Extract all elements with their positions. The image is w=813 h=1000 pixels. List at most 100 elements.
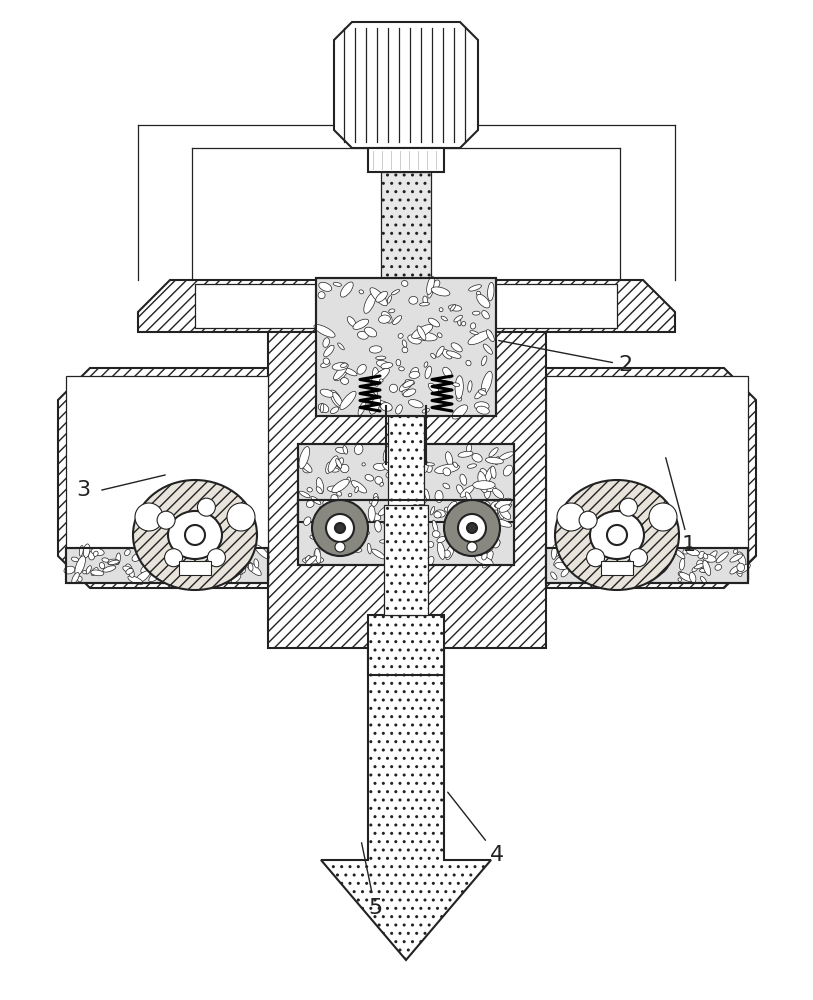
Ellipse shape bbox=[467, 444, 472, 453]
Ellipse shape bbox=[456, 396, 462, 401]
Ellipse shape bbox=[348, 493, 352, 497]
Ellipse shape bbox=[226, 569, 233, 576]
Ellipse shape bbox=[342, 502, 353, 514]
Ellipse shape bbox=[246, 562, 261, 576]
Ellipse shape bbox=[455, 376, 463, 399]
Ellipse shape bbox=[489, 448, 498, 457]
Ellipse shape bbox=[733, 549, 737, 554]
Ellipse shape bbox=[476, 294, 490, 308]
Ellipse shape bbox=[343, 368, 357, 376]
Ellipse shape bbox=[472, 311, 480, 315]
Ellipse shape bbox=[482, 311, 489, 319]
Ellipse shape bbox=[320, 389, 334, 397]
Ellipse shape bbox=[479, 390, 486, 395]
Ellipse shape bbox=[303, 517, 311, 525]
Ellipse shape bbox=[680, 559, 685, 570]
Ellipse shape bbox=[627, 557, 635, 565]
Ellipse shape bbox=[499, 452, 514, 460]
Ellipse shape bbox=[407, 506, 412, 511]
Ellipse shape bbox=[341, 464, 349, 473]
Text: 2: 2 bbox=[498, 341, 633, 375]
Ellipse shape bbox=[561, 568, 569, 577]
Ellipse shape bbox=[344, 513, 353, 522]
Ellipse shape bbox=[454, 315, 463, 322]
Ellipse shape bbox=[555, 480, 679, 590]
Ellipse shape bbox=[488, 282, 494, 301]
Circle shape bbox=[557, 503, 585, 531]
Ellipse shape bbox=[72, 557, 79, 562]
Ellipse shape bbox=[359, 290, 363, 294]
Circle shape bbox=[164, 549, 183, 567]
Ellipse shape bbox=[80, 545, 83, 556]
Ellipse shape bbox=[650, 561, 654, 567]
Ellipse shape bbox=[443, 367, 452, 378]
Text: 5: 5 bbox=[362, 843, 382, 918]
Ellipse shape bbox=[496, 541, 500, 546]
Ellipse shape bbox=[678, 578, 681, 581]
Ellipse shape bbox=[392, 463, 404, 475]
Ellipse shape bbox=[332, 498, 341, 512]
Ellipse shape bbox=[149, 567, 167, 582]
Ellipse shape bbox=[428, 318, 440, 327]
Ellipse shape bbox=[89, 551, 95, 560]
Ellipse shape bbox=[341, 378, 349, 384]
Ellipse shape bbox=[353, 319, 368, 329]
Ellipse shape bbox=[337, 343, 345, 350]
Ellipse shape bbox=[334, 369, 347, 381]
Ellipse shape bbox=[403, 389, 415, 397]
Ellipse shape bbox=[108, 560, 120, 565]
Ellipse shape bbox=[132, 553, 141, 561]
Ellipse shape bbox=[326, 462, 332, 474]
Ellipse shape bbox=[333, 363, 348, 370]
Ellipse shape bbox=[424, 362, 428, 367]
Ellipse shape bbox=[167, 573, 180, 579]
Bar bbox=[179, 561, 211, 575]
Ellipse shape bbox=[415, 496, 427, 506]
Bar bbox=[268, 332, 546, 648]
Polygon shape bbox=[138, 280, 675, 332]
Ellipse shape bbox=[737, 563, 745, 572]
Circle shape bbox=[607, 525, 627, 545]
Ellipse shape bbox=[396, 359, 401, 366]
Ellipse shape bbox=[351, 481, 367, 493]
Ellipse shape bbox=[380, 403, 392, 411]
Ellipse shape bbox=[402, 380, 414, 387]
Ellipse shape bbox=[332, 535, 345, 553]
Ellipse shape bbox=[689, 572, 696, 583]
Ellipse shape bbox=[475, 555, 493, 566]
Ellipse shape bbox=[337, 491, 341, 496]
Ellipse shape bbox=[423, 296, 428, 304]
Ellipse shape bbox=[328, 456, 338, 472]
Ellipse shape bbox=[487, 514, 491, 519]
Ellipse shape bbox=[430, 507, 435, 515]
Ellipse shape bbox=[381, 311, 392, 323]
Ellipse shape bbox=[446, 545, 454, 560]
Ellipse shape bbox=[699, 568, 707, 572]
Ellipse shape bbox=[411, 543, 424, 548]
Ellipse shape bbox=[459, 541, 467, 546]
Bar bbox=[298, 500, 514, 565]
Ellipse shape bbox=[323, 500, 339, 512]
Ellipse shape bbox=[451, 530, 454, 535]
Ellipse shape bbox=[380, 379, 383, 382]
Ellipse shape bbox=[554, 555, 567, 566]
Ellipse shape bbox=[376, 291, 388, 302]
Ellipse shape bbox=[348, 504, 353, 511]
Ellipse shape bbox=[700, 576, 706, 583]
Ellipse shape bbox=[402, 340, 406, 347]
Ellipse shape bbox=[409, 296, 418, 304]
Ellipse shape bbox=[559, 554, 574, 560]
Ellipse shape bbox=[170, 555, 175, 558]
Ellipse shape bbox=[133, 480, 257, 590]
Ellipse shape bbox=[316, 478, 324, 494]
Ellipse shape bbox=[75, 556, 85, 576]
Polygon shape bbox=[321, 648, 491, 960]
Ellipse shape bbox=[348, 523, 362, 537]
Ellipse shape bbox=[151, 547, 166, 557]
Ellipse shape bbox=[343, 446, 347, 454]
Bar bbox=[298, 444, 514, 522]
Ellipse shape bbox=[417, 504, 428, 512]
Ellipse shape bbox=[409, 500, 420, 506]
Ellipse shape bbox=[480, 510, 488, 524]
Ellipse shape bbox=[427, 276, 434, 295]
